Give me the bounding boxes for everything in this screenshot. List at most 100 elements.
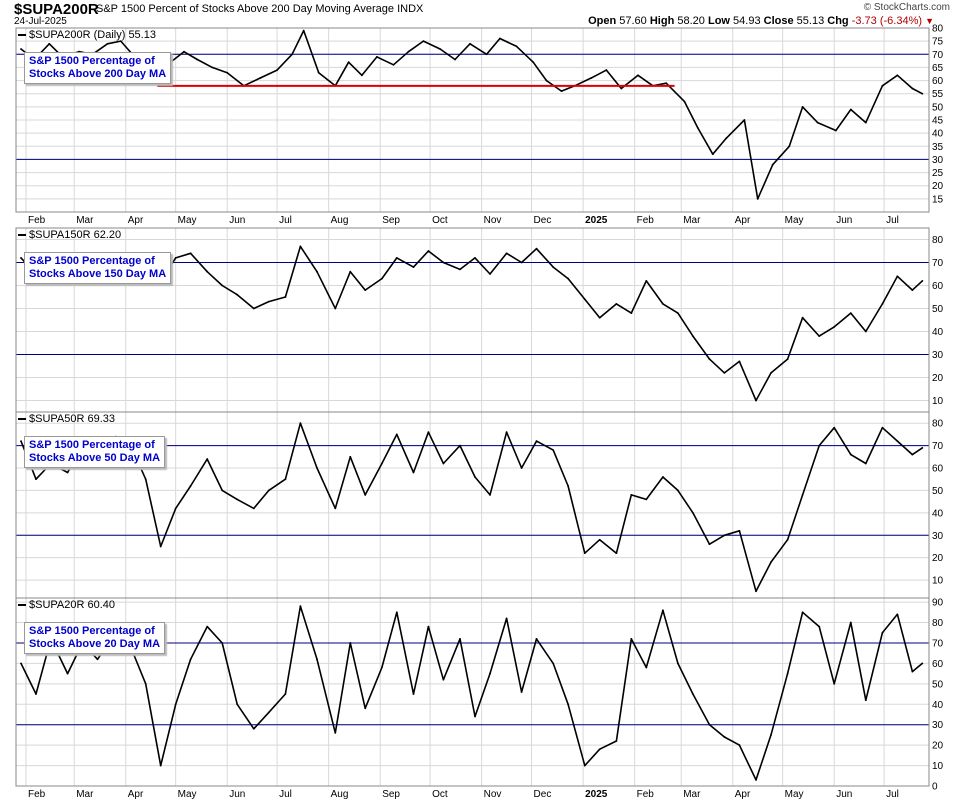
data-point [849,108,852,111]
data-point [598,316,601,319]
data-point [364,494,367,496]
y-tick-label: 10 [932,761,944,772]
data-point [833,326,836,328]
data-point [252,507,255,510]
open-label: Open [588,15,617,27]
series-swatch [18,234,26,237]
y-tick-label: 70 [932,50,944,61]
x-tick-label: Jul [279,215,292,226]
data-point [552,662,555,665]
x-tick-label: Jul [886,789,899,800]
data-point [221,489,224,492]
data-point [615,552,618,555]
y-tick-label: 40 [932,508,944,519]
data-point [590,77,593,79]
data-point [921,280,924,282]
data-point [849,312,852,314]
data-point [364,707,367,710]
data-point [299,422,302,425]
data-point [361,74,363,77]
y-tick-label: 50 [932,102,944,113]
y-tick-label: 60 [932,76,944,87]
data-point [106,42,109,45]
y-tick-label: 50 [932,304,944,315]
data-point [691,693,694,695]
data-point [48,42,51,45]
data-point [535,440,538,443]
x-tick-label: Apr [735,789,751,800]
data-point [442,678,445,681]
y-tick-label: 80 [932,618,944,629]
data-point [316,467,318,469]
data-point [316,658,318,661]
data-point [505,617,508,620]
x-tick-label: Feb [28,215,46,226]
panel-3: 10 20 30 40 50 60 70 80 [15,411,944,599]
data-point [864,121,867,124]
x-tick-label: Sep [382,215,400,226]
data-point [267,489,270,492]
data-point [252,727,255,730]
y-tick-label: 10 [932,576,944,587]
data-point [211,66,214,69]
data-point [630,494,633,496]
panel-tag-text: $SUPA50R 69.33 [29,413,116,425]
y-tick-label: 60 [932,281,944,292]
x-tick-label: May [785,215,804,226]
chart-date: 24-Jul-2025 [14,16,67,27]
data-point [833,682,836,685]
x-tick-label: Feb [637,789,655,800]
data-point [691,511,694,514]
data-point [174,703,177,706]
data-point [532,61,535,64]
panel-description-box: S&P 1500 Percentage of Stocks Above 50 D… [24,436,166,468]
chart-symbol: $SUPA200R [14,1,99,18]
data-point [545,79,548,82]
data-point [723,736,726,738]
data-point [35,478,37,481]
data-point [786,358,789,360]
panel-tag-label: $SUPA200R (Daily) 55.13 [18,29,156,41]
data-point [489,494,491,496]
series-swatch [18,34,26,37]
data-point [66,672,69,675]
x-tick-label: Jun [229,789,245,800]
data-point [20,48,22,50]
data-point [801,611,804,614]
data-point [662,303,664,305]
data-point [299,245,302,248]
data-point [380,277,383,280]
data-point [598,538,601,541]
data-point [645,280,648,282]
data-point [645,666,648,669]
data-point [598,748,601,751]
y-tick-label: 40 [932,700,944,711]
data-point [349,642,352,644]
data-point [771,163,774,166]
x-tick-label: May [785,789,804,800]
chg-value: -3.73 (-6.34%) [851,15,923,27]
data-point [896,613,899,616]
y-tick-label: 65 [932,63,944,74]
data-point [770,734,772,736]
y-tick-label: 90 [932,598,944,609]
y-tick-label: 80 [932,24,944,35]
data-point [630,312,633,314]
close-label: Close [763,15,794,27]
series-swatch [18,418,26,421]
data-point [833,426,836,429]
data-point [881,426,884,429]
low-value: 54.93 [733,15,761,27]
data-point [276,69,278,71]
data-point [505,252,508,255]
data-point [921,92,924,95]
y-tick-label: 40 [932,327,944,338]
y-tick-label: 25 [932,168,944,179]
low-label: Low [707,15,730,27]
data-point [236,703,239,706]
y-tick-label: 30 [932,720,944,731]
data-point [818,335,821,337]
data-point [380,666,383,669]
y-tick-label: 55 [932,89,944,100]
y-tick-label: 20 [932,553,944,564]
